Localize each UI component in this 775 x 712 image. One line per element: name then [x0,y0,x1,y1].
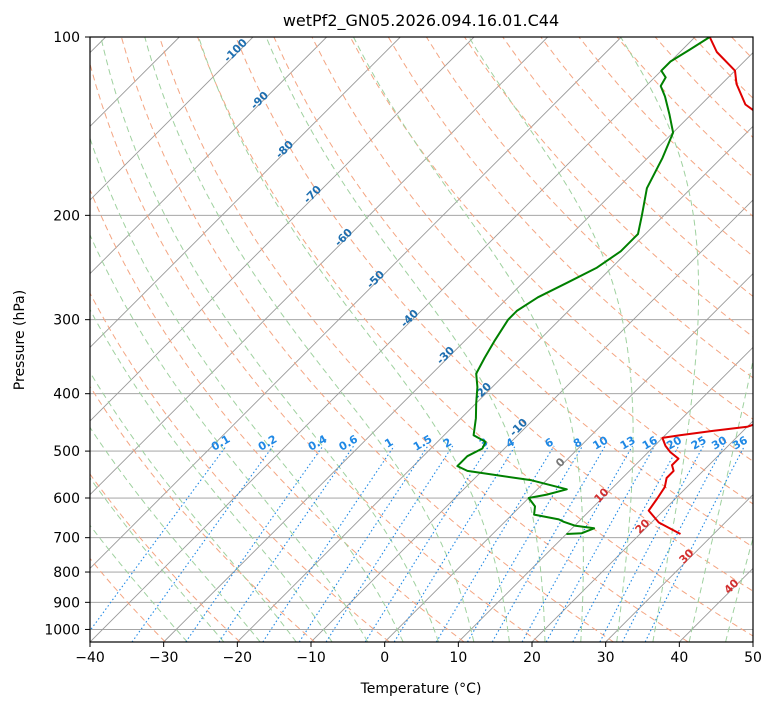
y-tick-label: 100 [53,30,80,46]
y-tick-label: 1000 [44,622,80,638]
x-axis-ticks: −40 −30 −20 −10 0 10 20 30 40 50 [75,642,762,666]
dry-adiabat-line [770,37,775,642]
y-tick-label: 500 [53,444,80,460]
x-tick-label: 10 [449,650,467,666]
isotherm-line [753,37,775,642]
y-tick-label: 800 [53,565,80,581]
x-tick-label: 30 [597,650,615,666]
x-tick-label: −30 [149,650,179,666]
y-axis-label: Pressure (hPa) [12,290,28,390]
x-tick-label: 20 [523,650,541,666]
y-tick-label: 300 [53,313,80,329]
y-axis-ticks: 100 200 300 400 500 600 700 800 900 1000 [44,30,90,638]
y-tick-label: 200 [53,208,80,224]
y-tick-label: 700 [53,531,80,547]
x-tick-label: 50 [744,650,762,666]
y-tick-label: 600 [53,491,80,507]
x-tick-label: 0 [380,650,389,666]
x-tick-label: −20 [223,650,253,666]
y-tick-label: 400 [53,387,80,403]
y-tick-label: 900 [53,595,80,611]
x-tick-label: 40 [670,650,688,666]
x-axis-label: Temperature (°C) [360,681,482,697]
x-tick-label: −10 [296,650,326,666]
chart-title: wetPf2_GN05.2026.094.16.01.C44 [283,11,559,31]
x-tick-label: −40 [75,650,105,666]
